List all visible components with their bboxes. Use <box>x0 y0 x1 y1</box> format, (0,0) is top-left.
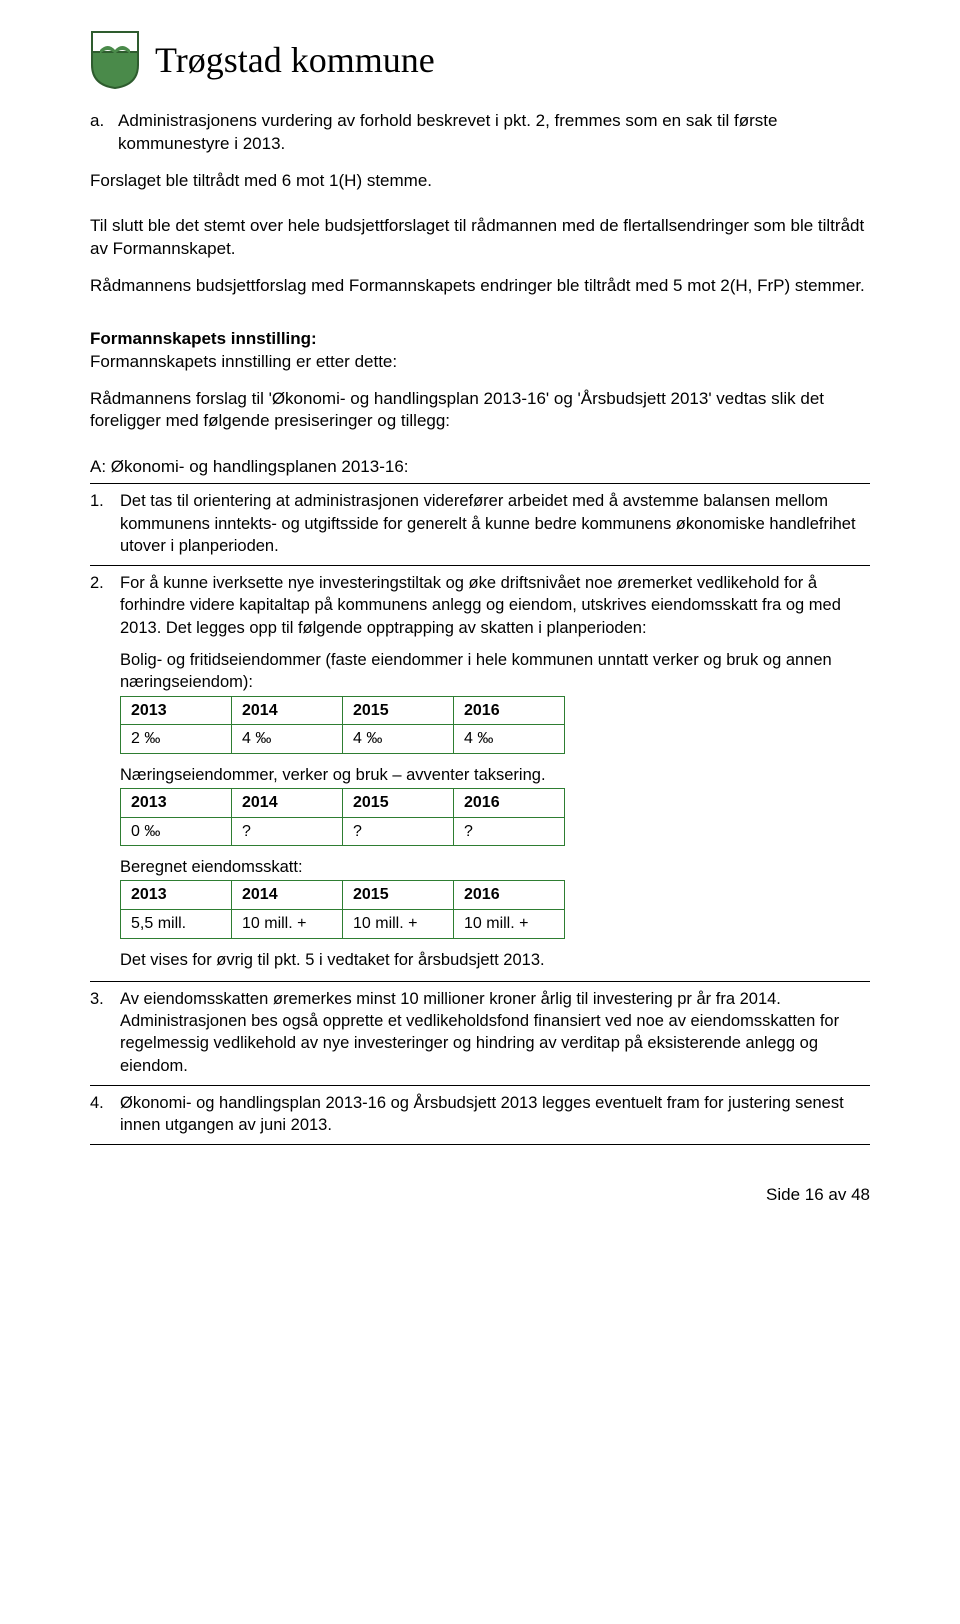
th: 2014 <box>232 788 343 817</box>
paragraph: Rådmannens forslag til 'Økonomi- og hand… <box>90 388 870 434</box>
item-number: 2. <box>90 572 120 639</box>
paragraph: Formannskapets innstilling er etter dett… <box>90 351 870 374</box>
section-title: Formannskapets innstilling: <box>90 328 870 351</box>
table-caption: Bolig- og fritidseiendommer (faste eiend… <box>120 649 870 694</box>
table-beregnet: 2013 2014 2015 2016 5,5 mill. 10 mill. +… <box>120 880 565 938</box>
td: 10 mill. + <box>232 910 343 939</box>
item-text: For å kunne iverksette nye investeringst… <box>120 572 870 639</box>
subsection-heading: A: Økonomi- og handlingsplanen 2013-16: <box>90 457 870 477</box>
td: 10 mill. + <box>454 910 565 939</box>
divider <box>90 483 870 484</box>
td: 4 ‰ <box>232 725 343 754</box>
item-text: Det tas til orientering at administrasjo… <box>120 490 870 557</box>
item-number: 3. <box>90 988 120 1077</box>
page-header: Trøgstad kommune <box>90 30 870 90</box>
th: 2016 <box>454 788 565 817</box>
table-bolig: 2013 2014 2015 2016 2 ‰ 4 ‰ 4 ‰ 4 ‰ <box>120 696 565 754</box>
td: 0 ‰ <box>121 817 232 846</box>
th: 2015 <box>343 696 454 725</box>
item-text: Av eiendomsskatten øremerkes minst 10 mi… <box>120 988 870 1077</box>
municipality-shield-icon <box>90 30 140 90</box>
table-caption: Næringseiendommer, verker og bruk – avve… <box>120 764 870 786</box>
item-a-text: Administrasjonens vurdering av forhold b… <box>118 110 870 156</box>
item-a-letter: a. <box>90 110 118 156</box>
numbered-item: 4. Økonomi- og handlingsplan 2013-16 og … <box>90 1092 870 1137</box>
note: Det vises for øvrig til pkt. 5 i vedtake… <box>120 949 870 971</box>
td: 5,5 mill. <box>121 910 232 939</box>
th: 2016 <box>454 696 565 725</box>
divider <box>90 981 870 982</box>
td: ? <box>454 817 565 846</box>
td: 4 ‰ <box>454 725 565 754</box>
table-naering: 2013 2014 2015 2016 0 ‰ ? ? ? <box>120 788 565 846</box>
td: 10 mill. + <box>343 910 454 939</box>
td: ? <box>232 817 343 846</box>
th: 2013 <box>121 788 232 817</box>
org-title: Trøgstad kommune <box>155 39 435 81</box>
item-a: a. Administrasjonens vurdering av forhol… <box>90 110 870 156</box>
item-number: 4. <box>90 1092 120 1137</box>
td: 4 ‰ <box>343 725 454 754</box>
table-caption: Beregnet eiendomsskatt: <box>120 856 870 878</box>
item-2-details: Bolig- og fritidseiendommer (faste eiend… <box>120 649 870 971</box>
page-footer: Side 16 av 48 <box>90 1185 870 1205</box>
td: 2 ‰ <box>121 725 232 754</box>
numbered-item: 1. Det tas til orientering at administra… <box>90 490 870 557</box>
th: 2014 <box>232 696 343 725</box>
th: 2013 <box>121 696 232 725</box>
divider <box>90 565 870 566</box>
divider <box>90 1085 870 1086</box>
th: 2014 <box>232 881 343 910</box>
paragraph: Rådmannens budsjettforslag med Formannsk… <box>90 275 870 298</box>
divider <box>90 1144 870 1145</box>
th: 2013 <box>121 881 232 910</box>
item-number: 1. <box>90 490 120 557</box>
th: 2015 <box>343 788 454 817</box>
paragraph: Til slutt ble det stemt over hele budsje… <box>90 215 870 261</box>
item-text: Økonomi- og handlingsplan 2013-16 og Års… <box>120 1092 870 1137</box>
th: 2016 <box>454 881 565 910</box>
paragraph: Forslaget ble tiltrådt med 6 mot 1(H) st… <box>90 170 870 193</box>
document-page: Trøgstad kommune a. Administrasjonens vu… <box>0 0 960 1245</box>
numbered-item: 3. Av eiendomsskatten øremerkes minst 10… <box>90 988 870 1077</box>
th: 2015 <box>343 881 454 910</box>
td: ? <box>343 817 454 846</box>
numbered-item: 2. For å kunne iverksette nye investerin… <box>90 572 870 639</box>
